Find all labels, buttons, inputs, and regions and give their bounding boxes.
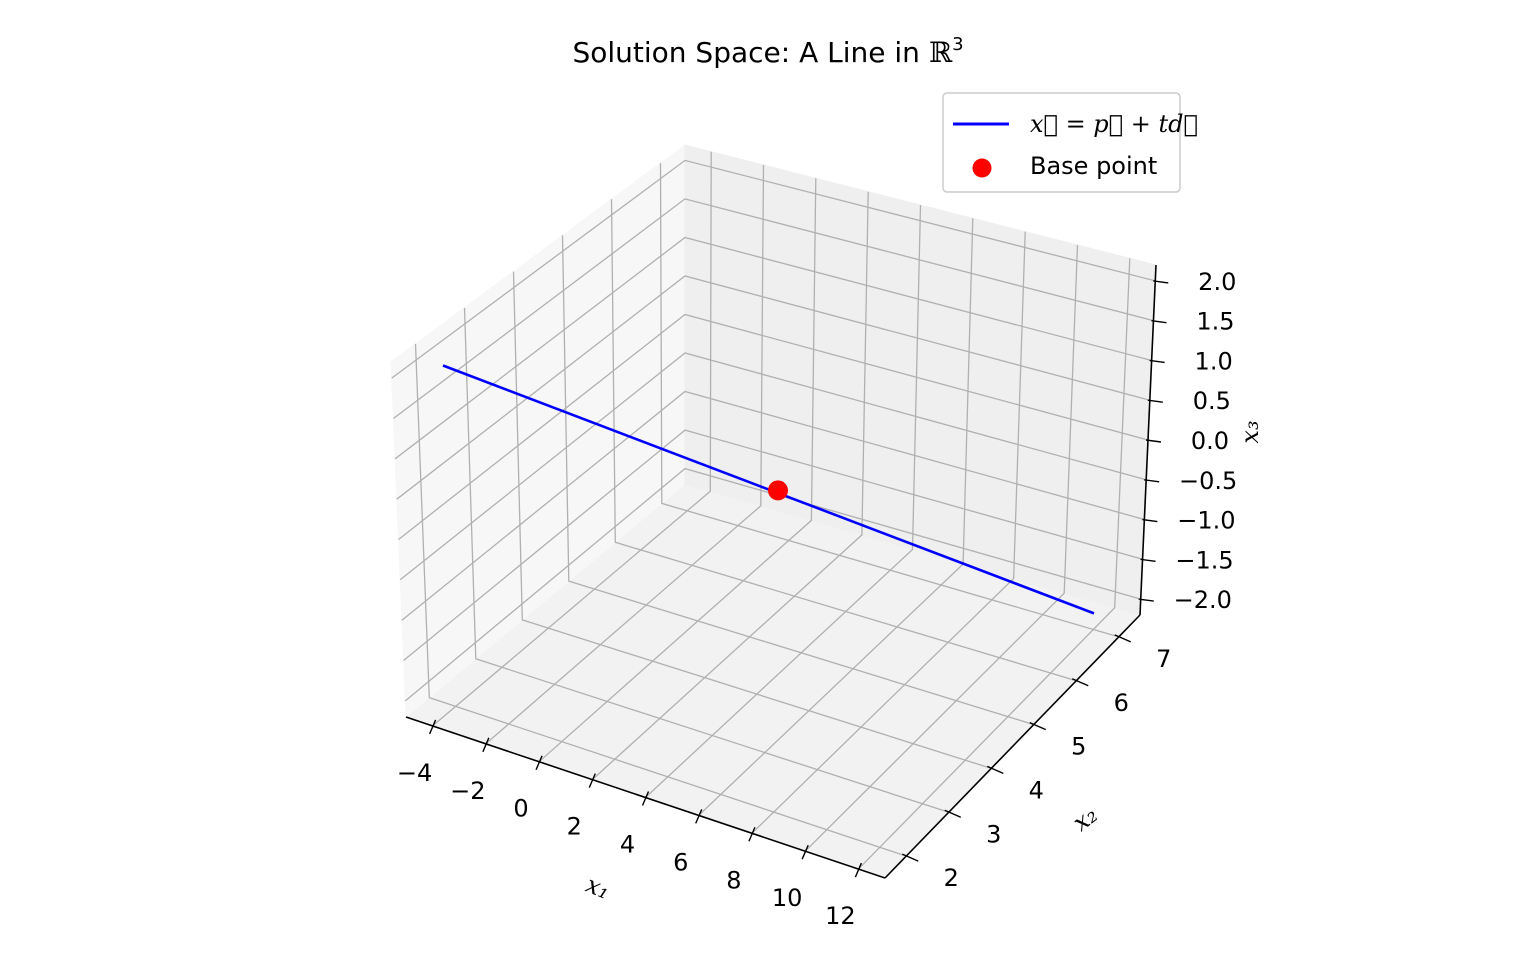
- x-tick-label-7: 10: [772, 884, 803, 912]
- legend-entry-line: x⃗ = p⃗ + td⃗: [1030, 110, 1198, 138]
- x-tick-label-8: 12: [825, 902, 856, 930]
- grid-z-4: [398, 313, 1149, 541]
- x-tick-0: [428, 719, 437, 735]
- z-tick-label-2: 1.0: [1195, 347, 1233, 375]
- x-tick-label-1: −2: [450, 777, 485, 805]
- z-tick-label-6: −1.0: [1177, 507, 1235, 535]
- x-tick-6: [748, 827, 756, 842]
- axis-lines: [405, 264, 1169, 879]
- z-tick-2: [1149, 359, 1165, 364]
- chart-title-text: Solution Space: A Line in: [572, 36, 928, 69]
- series-point-1-0: [768, 480, 788, 501]
- z-tick-label-7: −1.5: [1175, 546, 1233, 574]
- z-tick-0: [1153, 280, 1169, 284]
- y-tick-label-2: 4: [1029, 776, 1044, 804]
- x-tick-label-5: 6: [673, 848, 688, 876]
- z-tick-8: [1138, 598, 1154, 602]
- y-tick-0: [901, 853, 919, 862]
- grid-x-2: [538, 178, 817, 763]
- x-tick-1: [482, 737, 490, 753]
- y-tick-2: [986, 765, 1004, 775]
- z-tick-5: [1144, 479, 1160, 483]
- legend-frame: [942, 92, 1181, 193]
- grid-x-0: [432, 151, 712, 727]
- grid-x-6: [751, 231, 1026, 834]
- grid-y-2: [512, 271, 992, 770]
- grid-z-7: [403, 429, 1143, 662]
- x-tick-3: [588, 773, 596, 788]
- z-axis-label: x₃: [1236, 420, 1264, 443]
- z-tick-1: [1151, 319, 1167, 324]
- grid-z-1: [393, 198, 1154, 420]
- grid-y-3: [561, 235, 1034, 726]
- z-tick-6: [1142, 518, 1158, 523]
- x-tick-label-6: 8: [726, 866, 741, 894]
- z-tick-label-8: −2.0: [1174, 586, 1232, 614]
- y-tick-label-0: 2: [944, 864, 959, 892]
- y-tick-3: [1029, 721, 1047, 731]
- grid-x-4: [645, 204, 922, 798]
- x-tick-2: [535, 755, 543, 770]
- data-layer: [442, 364, 1095, 615]
- legend-dot-swatch: [972, 158, 992, 178]
- axes-panes: [390, 144, 1157, 879]
- y-axis-label: x₂: [1067, 801, 1102, 837]
- legend: x⃗ = p⃗ + td⃗ Base point: [942, 92, 1198, 193]
- grid-x-7: [804, 244, 1079, 852]
- grid-y-5: [659, 163, 1119, 638]
- grid-z-6: [401, 390, 1145, 621]
- y-tick-label-1: 3: [986, 820, 1001, 848]
- x-tick-5: [695, 809, 703, 824]
- x-tick-label-2: 0: [513, 795, 528, 823]
- x-tick-4: [641, 791, 650, 806]
- y-tick-label-3: 5: [1071, 733, 1086, 761]
- z-tick-label-4: 0.0: [1191, 427, 1229, 455]
- z-tick-label-5: −0.5: [1179, 467, 1237, 495]
- grid-x-3: [591, 191, 869, 781]
- chart-title: Solution Space: A Line in ℝ3: [572, 34, 963, 69]
- x-tick-label-3: 2: [567, 813, 582, 841]
- z-tick-3: [1147, 399, 1163, 403]
- z-tick-4: [1145, 439, 1162, 443]
- grid-y-1: [463, 307, 950, 813]
- grid-z-3: [396, 275, 1150, 500]
- x-tick-label-0: −4: [397, 759, 432, 787]
- grid-z-8: [404, 467, 1141, 702]
- y-tick-4: [1071, 678, 1089, 687]
- legend-entry-base-point: Base point: [1030, 152, 1157, 180]
- y-tick-5: [1114, 634, 1132, 643]
- grid-y-4: [610, 199, 1077, 682]
- x-tick-7: [801, 844, 809, 860]
- x-axis-label: x₁: [582, 870, 614, 905]
- z-tick-label-3: 0.5: [1193, 387, 1231, 415]
- grid-y-0: [414, 343, 907, 857]
- tick-labels: −4−20246810122345672.01.51.00.50.0−0.5−1…: [397, 268, 1237, 930]
- grid-z-5: [399, 352, 1147, 581]
- chart-title-symbol: ℝ: [929, 36, 953, 69]
- x-tick-8: [854, 862, 863, 878]
- y-axis-line: [884, 614, 1141, 879]
- y-tick-1: [944, 809, 962, 818]
- grid-x-8: [857, 258, 1131, 870]
- z-tick-label-0: 2.0: [1198, 268, 1236, 296]
- z-tick-label-1: 1.5: [1196, 308, 1234, 336]
- x-tick-label-4: 4: [620, 831, 635, 859]
- chart-title-exponent: 3: [952, 34, 963, 55]
- y-tick-label-4: 6: [1114, 689, 1129, 717]
- z-tick-7: [1140, 558, 1156, 563]
- grid-x-1: [485, 164, 765, 745]
- y-tick-label-5: 7: [1156, 645, 1171, 673]
- grid-z-0: [391, 159, 1156, 379]
